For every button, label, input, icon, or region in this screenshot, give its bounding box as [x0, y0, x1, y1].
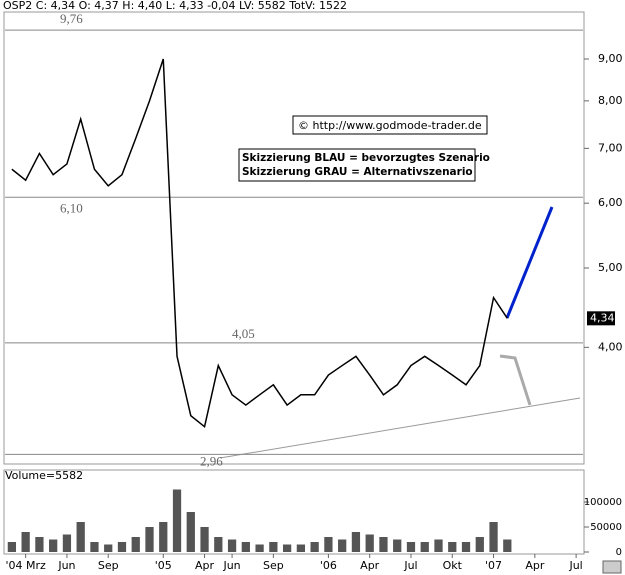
level-label: 4,05 [232, 326, 255, 341]
volume-bar [104, 544, 113, 552]
volume-bar [214, 537, 223, 552]
volume-bar [200, 527, 209, 552]
volume-bar [172, 489, 182, 552]
y-tick-label: 4,00 [598, 340, 623, 353]
x-tick-label: Apr [525, 559, 545, 572]
volume-bar [159, 522, 168, 552]
volume-bar [269, 542, 278, 552]
logo [602, 560, 622, 574]
volume-bar [475, 537, 484, 552]
x-tick-label: '05 [155, 559, 172, 572]
x-tick-label: Jun [222, 559, 240, 572]
y-tick-label: 7,00 [598, 141, 623, 154]
volume-bar [186, 512, 195, 552]
note: Skizzierung BLAU = bevorzugtes Szenario [242, 152, 490, 164]
volume-bar [338, 539, 347, 552]
y-tick-label: 100000 [584, 497, 622, 508]
volume-bar [379, 537, 388, 552]
y-tick-label: 50000 [590, 522, 622, 533]
level-label: 6,10 [60, 200, 83, 215]
x-tick-label: Jul [568, 559, 582, 572]
y-tick-label: 5,00 [598, 261, 623, 274]
volume-bar [241, 542, 250, 552]
volume-bar [76, 522, 85, 552]
x-tick-label: Jun [57, 559, 75, 572]
volume-bar [35, 537, 44, 552]
volume-bar [227, 539, 237, 552]
level-label: 2,96 [200, 453, 223, 468]
copyright: © http://www.godmode-trader.de [298, 119, 482, 132]
volume-frame [3, 469, 585, 555]
volume-bar [393, 539, 402, 552]
price-line [11, 58, 508, 428]
trend-line [219, 397, 581, 459]
volume-bar [448, 542, 457, 552]
note: Skizzierung GRAU = Alternativszenario [242, 166, 473, 178]
volume-bar [461, 542, 471, 552]
volume-bar [117, 542, 127, 552]
volume-bar [62, 534, 72, 552]
volume-bar [7, 542, 17, 552]
volume-bar [406, 542, 416, 552]
x-tick-label: Okt [443, 559, 463, 572]
volume-bar [296, 544, 306, 552]
last-price-box [587, 311, 615, 326]
volume-bar [49, 539, 58, 552]
volume-bar [282, 544, 292, 552]
level-label: 9,76 [60, 11, 83, 26]
x-tick-label: '04 Mrz [5, 559, 46, 572]
volume-bar [489, 522, 498, 552]
y-tick-label: 8,00 [598, 94, 623, 107]
x-tick-label: '06 [320, 559, 337, 572]
x-tick-label: '07 [485, 559, 502, 572]
y-tick-label: 9,00 [598, 52, 623, 65]
volume-bar [503, 539, 512, 552]
volume-title: Volume=5582 [5, 469, 83, 482]
copyright-box [292, 115, 488, 135]
volume-bar [310, 542, 319, 552]
volume-bar [255, 544, 264, 552]
volume-bar [90, 542, 99, 552]
header: OSP2 C: 4,34 O: 4,37 H: 4,40 L: 4,33 -0,… [3, 0, 347, 12]
notes-box [238, 148, 476, 182]
x-tick-label: Sep [98, 559, 119, 572]
volume-bar [434, 539, 443, 552]
volume-bar [420, 542, 429, 552]
price-frame [3, 11, 585, 465]
blue-scenario [505, 206, 554, 319]
volume-bar [365, 534, 374, 552]
volume-bar [324, 537, 333, 552]
volume-bar [131, 537, 140, 552]
volume-bar [145, 527, 154, 552]
x-tick-label: Apr [195, 559, 215, 572]
grey-scenario [499, 354, 532, 406]
x-tick-label: Apr [360, 559, 380, 572]
x-tick-label: Jul [403, 559, 417, 572]
y-tick-label: 0 [616, 547, 622, 558]
y-tick-label: 6,00 [598, 196, 623, 209]
volume-bar [351, 532, 361, 552]
last-price-label: 4,34 [590, 311, 615, 324]
x-tick-label: Sep [263, 559, 284, 572]
volume-bar [21, 532, 30, 552]
